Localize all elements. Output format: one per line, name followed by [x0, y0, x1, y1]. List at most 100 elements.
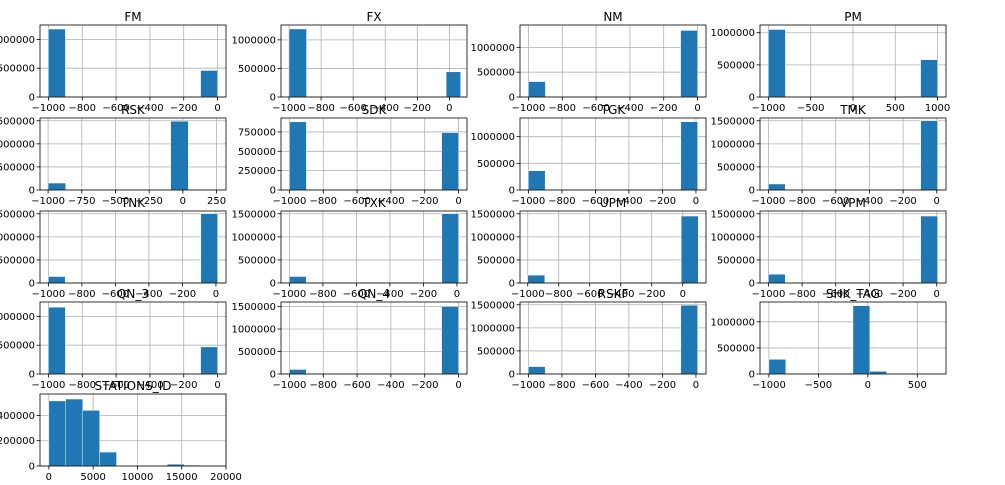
subplot-title: FX: [366, 10, 381, 24]
histogram-bar: [82, 410, 100, 467]
x-tick-label: −800: [310, 380, 337, 391]
axes-frame: [519, 117, 707, 191]
axes-frame: [519, 210, 707, 284]
plot-area: [281, 118, 467, 190]
x-tick-label: −800: [68, 289, 95, 300]
histogram-bar: [288, 28, 307, 98]
subplot-title: PM: [844, 10, 862, 24]
histogram-bar: [48, 276, 66, 284]
x-tick-label: −800: [310, 196, 337, 207]
y-tick-label: 1500000: [231, 209, 276, 220]
x-tick-label: −600: [582, 103, 609, 114]
x-tick-label: 15000: [166, 472, 198, 483]
subplot-stations-id: 0 5000 10000 15000 200000200000400000STATION…: [0, 379, 242, 483]
subplot-title: TMK: [839, 103, 867, 117]
x-tick-label: −400: [615, 196, 642, 207]
histogram-bar: [48, 400, 66, 467]
y-tick-label: 1000000: [0, 232, 35, 243]
y-tick-label: 1000000: [710, 317, 755, 328]
y-tick-label: 1500000: [470, 209, 515, 220]
x-tick-label: −1000: [511, 380, 545, 391]
y-tick-label: 0: [29, 93, 35, 104]
axes-frame: [759, 301, 947, 375]
subplot-title: RSKF: [598, 287, 629, 301]
histogram-bar: [852, 305, 871, 375]
x-tick-label: 500: [908, 380, 927, 391]
axes-frame: [39, 301, 227, 375]
x-tick-label: −1000: [31, 196, 65, 207]
y-tick-label: 200000: [0, 436, 35, 447]
x-tick-label: 0: [693, 196, 699, 207]
x-tick-label: −1000: [273, 196, 307, 207]
histogram-bar: [768, 359, 786, 375]
y-tick-label: 1000000: [470, 232, 515, 243]
x-tick-label: −200: [170, 103, 197, 114]
x-tick-label: −800: [549, 103, 576, 114]
subplot-rskf: −1000 −800 −600 −400 −200 0050000010000001500…: [470, 287, 707, 391]
x-tick-label: 500: [886, 103, 905, 114]
subplot-fm: −1000−800 −600 −400 −200 0 0 500000 1000000 FM: [0, 10, 227, 114]
plot-area: [40, 25, 226, 97]
y-tick-label: 500000: [717, 343, 755, 354]
y-tick-label: 500000: [717, 60, 755, 71]
x-tick-label: −800: [309, 289, 336, 300]
y-tick-label: 750000: [238, 127, 276, 138]
y-tick-label: 500000: [0, 341, 35, 352]
x-tick-label: 0: [934, 196, 940, 207]
plot-area: [40, 118, 226, 190]
x-tick-label: 20000: [210, 472, 242, 483]
histogram-bar: [65, 398, 83, 467]
subplot-qn-4: −1000 −800 −600 −400 −200 0050000010000001500…: [231, 287, 468, 391]
y-tick-label: 500000: [0, 64, 35, 75]
subplot-title: STATIONS_ID: [95, 379, 172, 393]
y-tick-label: 0: [270, 279, 276, 290]
y-tick-label: 1000000: [470, 43, 515, 54]
x-tick-label: −500: [797, 103, 824, 114]
subplot-title: FM: [124, 10, 141, 24]
x-tick-label: 0: [46, 472, 52, 483]
x-tick-label: −400: [136, 380, 163, 391]
histogram-bar: [289, 369, 307, 375]
x-tick-label: −1000: [752, 196, 786, 207]
subplot-shk-tag: −1000 −500 0 500 0 500000 1000000 SHK_TAG: [710, 287, 947, 391]
axes-frame: [280, 117, 468, 191]
plot-area: [520, 25, 706, 97]
y-tick-label: 250000: [238, 166, 276, 177]
histogram-bar: [445, 71, 461, 98]
x-tick-label: −200: [410, 289, 437, 300]
x-tick-label: −1000: [752, 289, 786, 300]
x-tick-label: −200: [649, 380, 676, 391]
y-tick-label: 1000000: [0, 139, 35, 150]
x-tick-label: −1000: [32, 380, 66, 391]
x-tick-label: −600: [582, 196, 609, 207]
x-tick-label: −800: [69, 380, 96, 391]
x-tick-label: −800: [548, 380, 575, 391]
histogram-bar: [527, 274, 545, 284]
x-tick-label: −1000: [752, 380, 786, 391]
histogram-bar: [768, 29, 786, 98]
histogram-bar: [920, 59, 938, 98]
y-tick-label: 1500000: [231, 302, 276, 313]
x-tick-label: 0: [693, 380, 699, 391]
x-tick-label: −500: [102, 196, 129, 207]
x-tick-label: 0: [454, 289, 460, 300]
x-tick-label: 250: [207, 196, 226, 207]
y-tick-label: 500000: [717, 162, 755, 173]
x-tick-label: 0: [213, 289, 219, 300]
x-tick-label: −200: [638, 289, 665, 300]
plot-area: [281, 302, 467, 374]
x-tick-label: −600: [343, 289, 370, 300]
y-tick-label: 1000000: [470, 132, 515, 143]
x-tick-label: −1000: [512, 103, 546, 114]
plot-area: [760, 211, 946, 283]
x-tick-label: 0: [680, 289, 686, 300]
axes-frame: [39, 117, 227, 191]
x-tick-label: −600: [822, 196, 849, 207]
subplot-title: QN_4: [358, 287, 390, 301]
histogram-bar: [768, 183, 786, 191]
histogram-bar: [441, 213, 459, 284]
histogram-bar: [47, 182, 66, 191]
y-tick-label: 0: [749, 93, 755, 104]
x-tick-label: −800: [69, 103, 96, 114]
